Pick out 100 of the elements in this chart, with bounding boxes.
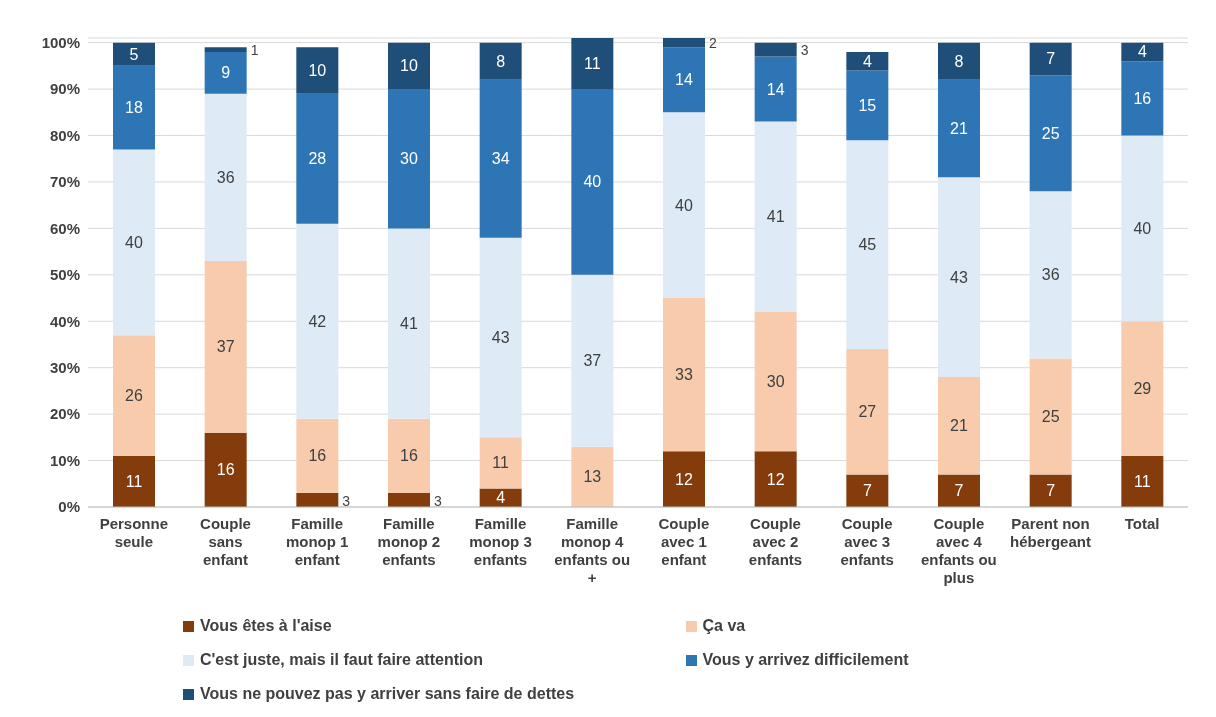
data-label: 7 <box>954 482 964 500</box>
bar <box>754 56 797 122</box>
data-label: 18 <box>125 99 143 117</box>
bar <box>296 418 339 494</box>
bar <box>296 47 339 94</box>
bar <box>938 376 980 475</box>
data-label: 34 <box>491 150 510 168</box>
x-tick-label: Personne seule <box>99 515 169 550</box>
y-tick-label: 30% <box>49 359 80 377</box>
data-label: 14 <box>675 71 693 89</box>
bar <box>938 474 980 507</box>
bar <box>204 260 247 433</box>
y-tick-label: 0% <box>58 498 80 516</box>
data-label: 8 <box>496 52 506 70</box>
data-label: 5 <box>129 45 139 63</box>
bar <box>1029 358 1072 475</box>
bar <box>846 51 889 71</box>
data-label: 2 <box>709 35 717 52</box>
bar <box>388 42 430 90</box>
data-label: 36 <box>216 168 235 186</box>
bar <box>1121 61 1164 136</box>
data-label: 3 <box>434 492 442 509</box>
bar <box>479 79 522 238</box>
bar <box>388 493 430 507</box>
legend-label: Vous êtes à l'aise <box>200 617 332 635</box>
legend-label: C'est juste, mais il faut faire attention <box>200 651 483 669</box>
x-tick-label: Famille monop 2 enfants <box>377 515 441 568</box>
x-tick-label: Famille monop 4 enfants ou + <box>554 515 631 586</box>
bar <box>296 493 339 507</box>
bar <box>846 349 889 475</box>
data-label: 10 <box>308 62 327 79</box>
data-label: 12 <box>766 470 785 488</box>
bar <box>663 112 705 299</box>
y-tick-label: 10% <box>49 451 80 469</box>
data-label: 4 <box>862 52 872 70</box>
data-label: 28 <box>308 150 327 168</box>
data-label: 9 <box>221 64 231 82</box>
legend-label: Ça va <box>702 617 746 635</box>
bar <box>754 121 797 312</box>
data-label: 37 <box>583 352 602 370</box>
data-label: 14 <box>766 80 785 98</box>
bar <box>204 93 247 261</box>
bar <box>388 89 430 229</box>
bar <box>754 42 797 57</box>
data-label: 40 <box>1133 219 1152 237</box>
data-label: 30 <box>766 373 785 391</box>
data-label: 41 <box>766 208 785 226</box>
data-label: 4 <box>1137 43 1147 61</box>
bar <box>113 65 155 150</box>
data-label: 33 <box>675 366 693 384</box>
y-tick-label: 60% <box>49 219 80 237</box>
data-label: 16 <box>216 461 235 479</box>
bar <box>296 93 339 224</box>
bar <box>754 311 797 452</box>
data-label: 11 <box>125 472 143 490</box>
data-label: 4 <box>496 489 506 507</box>
data-label: 27 <box>858 403 877 421</box>
bar <box>938 177 980 377</box>
bar <box>204 51 247 94</box>
bar <box>388 228 430 419</box>
bar <box>663 47 705 113</box>
bar <box>296 223 339 419</box>
bar <box>113 455 155 507</box>
data-label: 30 <box>400 150 418 168</box>
bar <box>846 474 889 507</box>
y-tick-label: 50% <box>49 266 80 284</box>
x-tick-label: Couple avec 2 enfants <box>748 515 803 568</box>
data-label: 40 <box>583 173 602 191</box>
bar <box>663 298 705 452</box>
bar <box>571 89 614 275</box>
data-label: 26 <box>125 387 143 405</box>
y-tick-label: 80% <box>49 126 80 144</box>
data-label: 25 <box>1041 124 1060 142</box>
data-label: 40 <box>675 196 693 214</box>
bar <box>846 140 889 350</box>
x-tick-label: Total <box>1124 515 1160 532</box>
bar <box>1029 75 1072 192</box>
bar <box>479 42 522 80</box>
bar <box>571 446 614 507</box>
x-tick-label: Parent non hébergeant <box>1010 515 1091 550</box>
x-tick-label: Famille monop 1 enfant <box>285 515 349 568</box>
bar <box>1029 191 1072 359</box>
data-label: 16 <box>400 447 418 465</box>
bar <box>754 451 797 507</box>
bar <box>1029 474 1072 507</box>
bar <box>1121 42 1164 62</box>
data-label: 1 <box>250 42 259 59</box>
bar <box>1121 135 1164 322</box>
bar <box>663 38 705 48</box>
y-tick-label: 90% <box>49 80 80 98</box>
data-label: 37 <box>216 338 235 356</box>
bar <box>113 335 155 456</box>
data-label: 7 <box>1046 50 1056 68</box>
bar <box>571 274 614 447</box>
x-tick-label: Famille monop 3 enfants <box>469 515 532 568</box>
data-label: 11 <box>492 454 510 472</box>
bar <box>479 437 522 489</box>
data-label: 11 <box>584 55 601 73</box>
x-tick-label: Couple avec 4 enfants ou plus <box>920 515 997 586</box>
data-label: 3 <box>342 492 351 509</box>
